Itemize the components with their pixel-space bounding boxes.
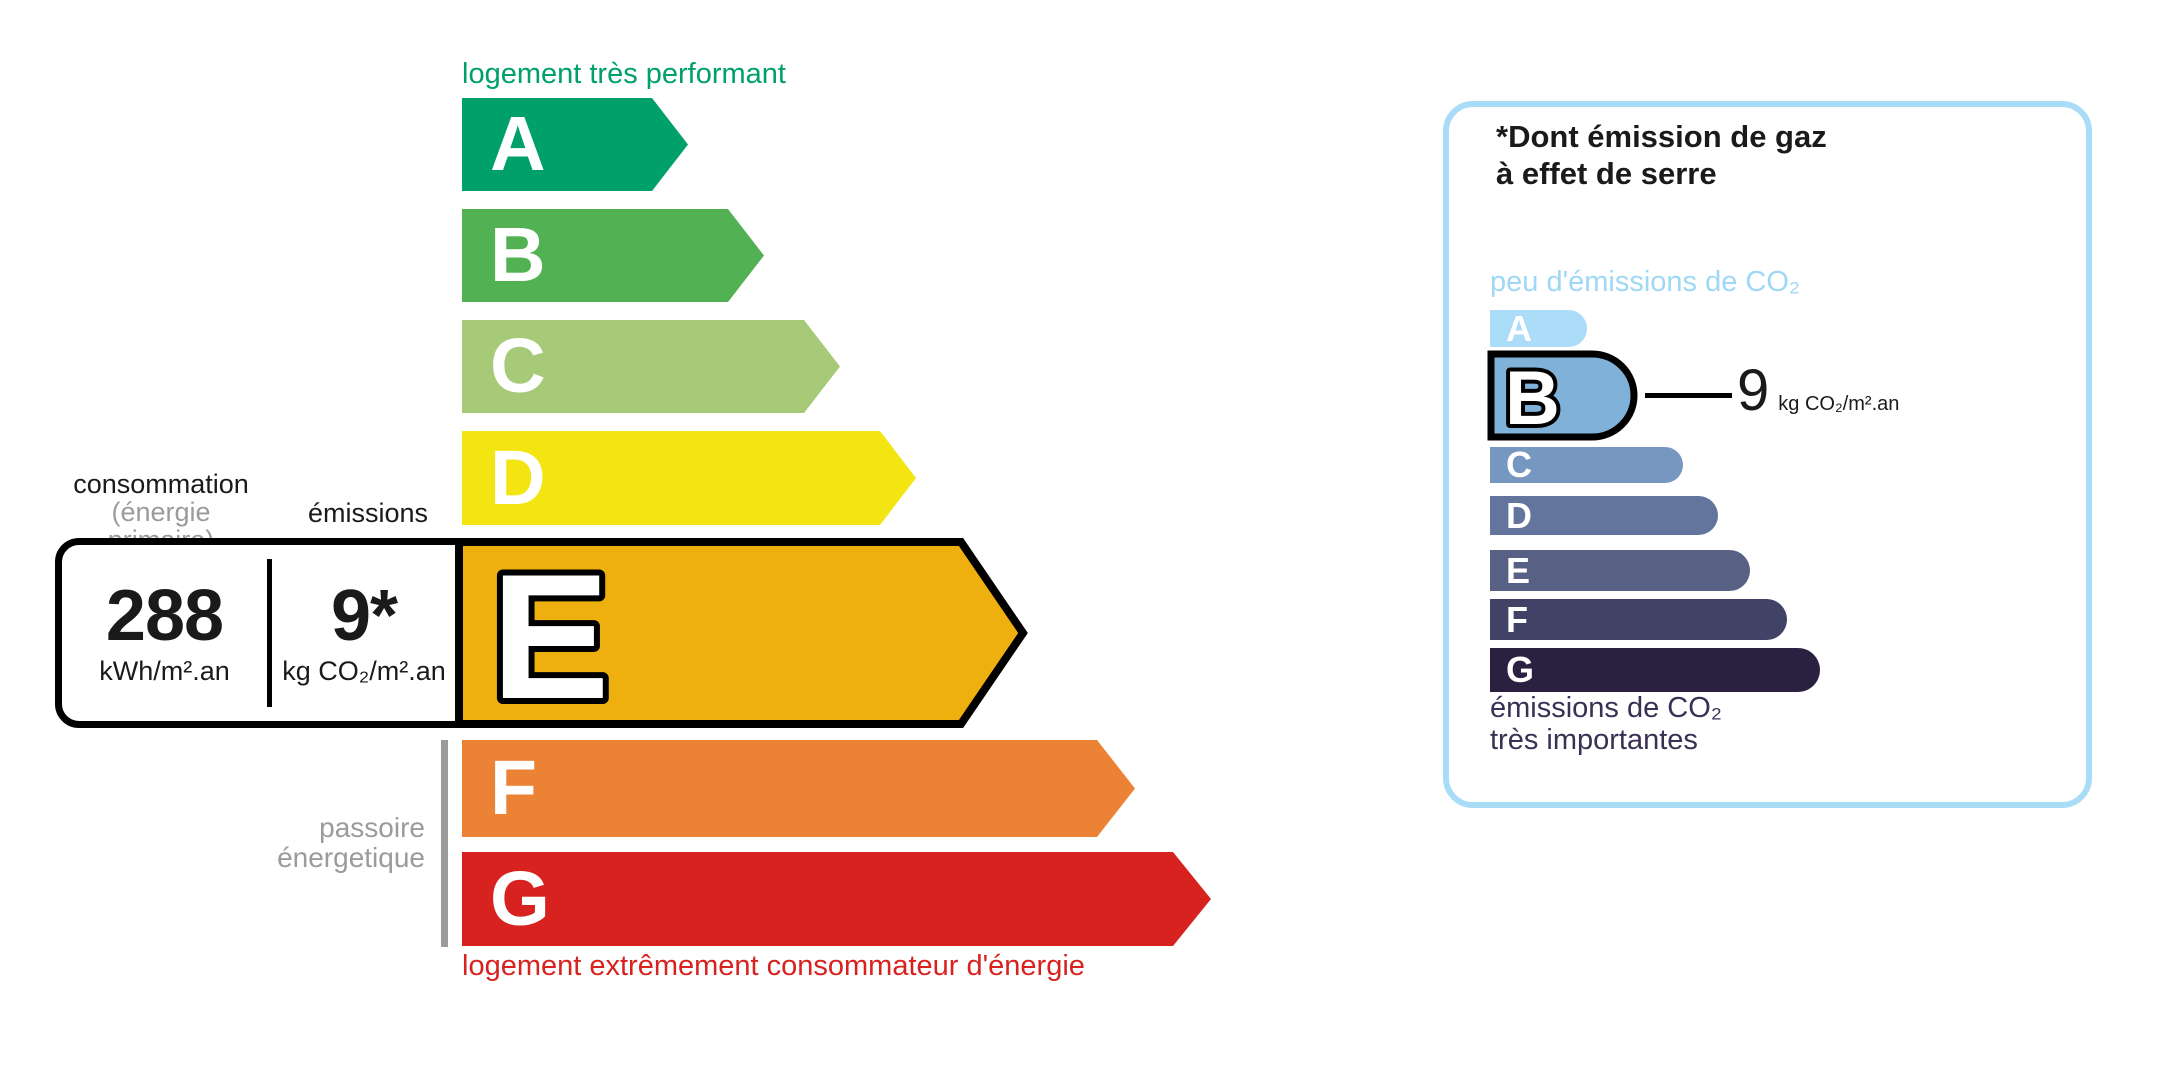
energy-class-letter-b: B: [490, 212, 546, 298]
co2-class-bar-b-highlighted: B: [1487, 350, 1638, 441]
energy-class-arrow-f: F: [462, 740, 1135, 837]
co2-value: 9: [1737, 358, 1770, 423]
emissions-value: 9*: [330, 575, 398, 656]
emissions-unit: kg CO₂/m².an: [282, 655, 446, 686]
energy-class-arrow-e-highlighted: E: [455, 538, 1028, 728]
emissions-value-cell: 9* kg CO₂/m².an: [272, 545, 456, 721]
energy-class-arrow-a: A: [462, 98, 688, 191]
co2-panel-title: *Dont émission de gaz à effet de serre: [1496, 118, 1827, 192]
co2-scale-bottom-line1: émissions de CO₂: [1490, 692, 1723, 724]
co2-class-bar-g: G: [1490, 648, 1820, 692]
co2-class-letter-g: G: [1506, 649, 1535, 690]
energy-class-letter-g: G: [490, 855, 550, 942]
top-performance-label: logement très performant: [462, 58, 786, 90]
co2-class-letter-c: C: [1506, 444, 1532, 485]
passoire-label-line1: passoire: [319, 812, 425, 843]
energy-class-arrow-b: B: [462, 209, 764, 302]
co2-value-row: 9 kg CO₂/m².an: [1737, 362, 1899, 420]
co2-class-letter-e: E: [1506, 549, 1531, 591]
e-arrow-shape: [455, 538, 1028, 728]
co2-scale-bottom-line2: très importantes: [1490, 724, 1698, 756]
co2-class-letter-d: D: [1506, 494, 1532, 536]
energy-class-arrow-c: C: [462, 320, 840, 413]
co2-scale-top-label: peu d'émissions de CO₂: [1490, 266, 1801, 298]
consumption-label: consommation: [73, 469, 249, 499]
co2-scale-bottom-label: émissions de CO₂ très importantes: [1490, 692, 1722, 756]
co2-value-unit: kg CO₂/m².an: [1778, 393, 1900, 415]
current-values-box: 288 kWh/m².an 9* kg CO₂/m².an: [55, 538, 463, 728]
co2-class-letter-f: F: [1506, 598, 1528, 640]
passoire-label-line2: énergetique: [277, 842, 425, 873]
co2-value-connector-line: [1645, 393, 1732, 398]
co2-class-bar-e: E: [1490, 550, 1750, 591]
passoire-bracket-bar: [441, 740, 448, 947]
energy-class-arrow-g: G: [462, 852, 1211, 946]
co2-panel-title-line2: à effet de serre: [1496, 156, 1717, 191]
emissions-label: émissions: [307, 498, 429, 528]
value-box-divider: [267, 559, 272, 707]
energy-class-letter-e: E: [491, 538, 610, 728]
co2-b-bar-shape: [1487, 350, 1638, 441]
co2-class-letter-b: B: [1505, 356, 1560, 441]
energy-class-arrow-d: D: [462, 431, 916, 525]
bottom-consumption-label: logement extrêmement consommateur d'éner…: [462, 950, 1085, 982]
energy-class-letter-d: D: [490, 434, 546, 521]
energy-class-letter-a: A: [490, 101, 546, 187]
energy-class-letter-f: F: [490, 745, 538, 831]
co2-class-bar-a: A: [1490, 310, 1587, 347]
co2-panel-title-line1: *Dont émission de gaz: [1496, 119, 1827, 154]
co2-class-bar-c: C: [1490, 447, 1683, 483]
passoire-label: passoire énergetique: [170, 813, 425, 873]
co2-class-bar-f: F: [1490, 599, 1787, 640]
consumption-unit: kWh/m².an: [99, 655, 230, 686]
energy-class-letter-c: C: [490, 323, 546, 409]
co2-class-bar-d: D: [1490, 496, 1718, 535]
co2-class-letter-a: A: [1506, 307, 1532, 349]
consumption-value: 288: [105, 575, 224, 656]
consumption-value-cell: 288 kWh/m².an: [62, 545, 267, 721]
